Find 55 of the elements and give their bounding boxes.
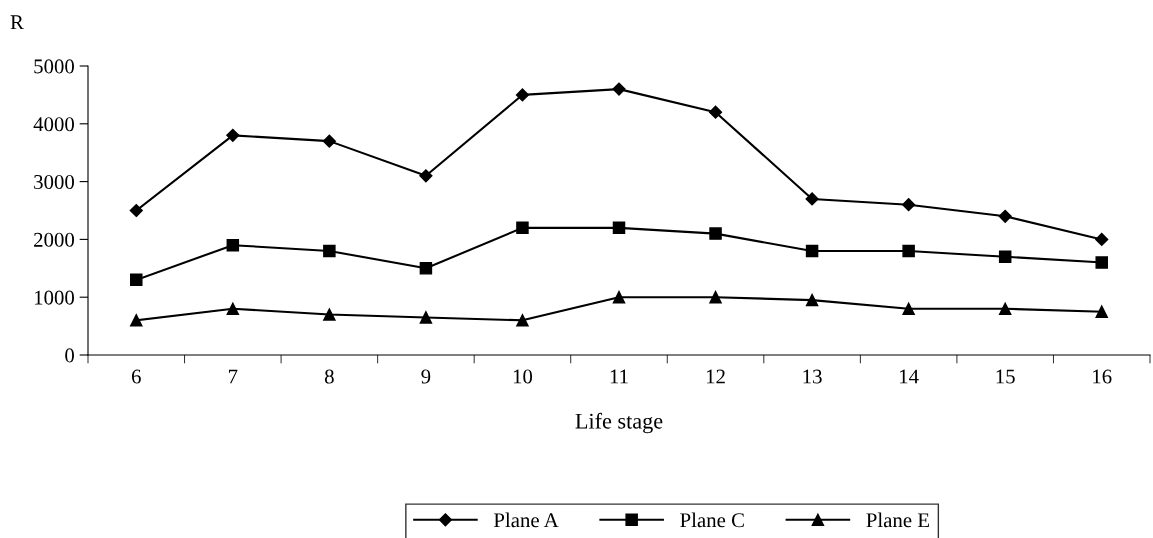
x-tick-label: 6	[131, 369, 141, 384]
point	[708, 105, 723, 119]
point	[226, 302, 240, 316]
x-tick-label: 16	[1093, 369, 1112, 384]
point	[805, 192, 819, 206]
point	[323, 308, 336, 321]
point	[902, 302, 915, 316]
point	[515, 88, 530, 102]
y-tick-label: 5000	[34, 59, 75, 74]
y-tick-label: 4000	[33, 117, 75, 132]
x-tick-label: 9	[421, 369, 431, 384]
point	[130, 314, 143, 327]
y-axis-title: R	[10, 15, 24, 30]
point	[612, 82, 626, 96]
legend-label: Plane A	[493, 512, 559, 528]
x-tick-label: 12	[706, 369, 725, 384]
x-tick-label: 7	[228, 369, 238, 384]
point	[709, 290, 722, 304]
x-axis-title: Life stage	[575, 412, 663, 434]
point	[805, 244, 819, 258]
point	[516, 221, 529, 235]
x-tick-label: 8	[324, 369, 334, 384]
x-tick-label: 15	[996, 369, 1015, 384]
point	[226, 128, 240, 142]
point	[902, 244, 915, 258]
x-tick-label: 11	[610, 369, 628, 384]
point	[419, 169, 433, 183]
point	[998, 302, 1012, 316]
x-tick-label: 10	[513, 369, 533, 384]
y-tick-label: 1000	[34, 290, 75, 305]
y-tick-label: 0	[65, 348, 75, 363]
point	[612, 221, 626, 235]
point	[130, 273, 143, 287]
y-tick-label: 2000	[34, 232, 75, 247]
y-tick-label: 3000	[34, 174, 75, 190]
point	[1095, 232, 1109, 246]
point	[323, 244, 336, 258]
x-tick-label: 13	[803, 369, 822, 384]
point	[1095, 256, 1108, 269]
x-tick-label: 14	[900, 369, 919, 384]
legend-label: Plane C	[680, 512, 744, 528]
point	[612, 290, 626, 304]
point	[129, 203, 143, 218]
point	[516, 314, 529, 327]
point	[902, 198, 916, 212]
point	[1095, 305, 1108, 318]
legend-label: Plane E	[866, 512, 929, 528]
point	[998, 209, 1012, 223]
point	[998, 250, 1012, 263]
point	[805, 293, 819, 307]
point	[709, 227, 722, 240]
point	[419, 262, 433, 275]
point	[226, 238, 240, 252]
point	[419, 311, 433, 324]
point	[322, 134, 336, 148]
